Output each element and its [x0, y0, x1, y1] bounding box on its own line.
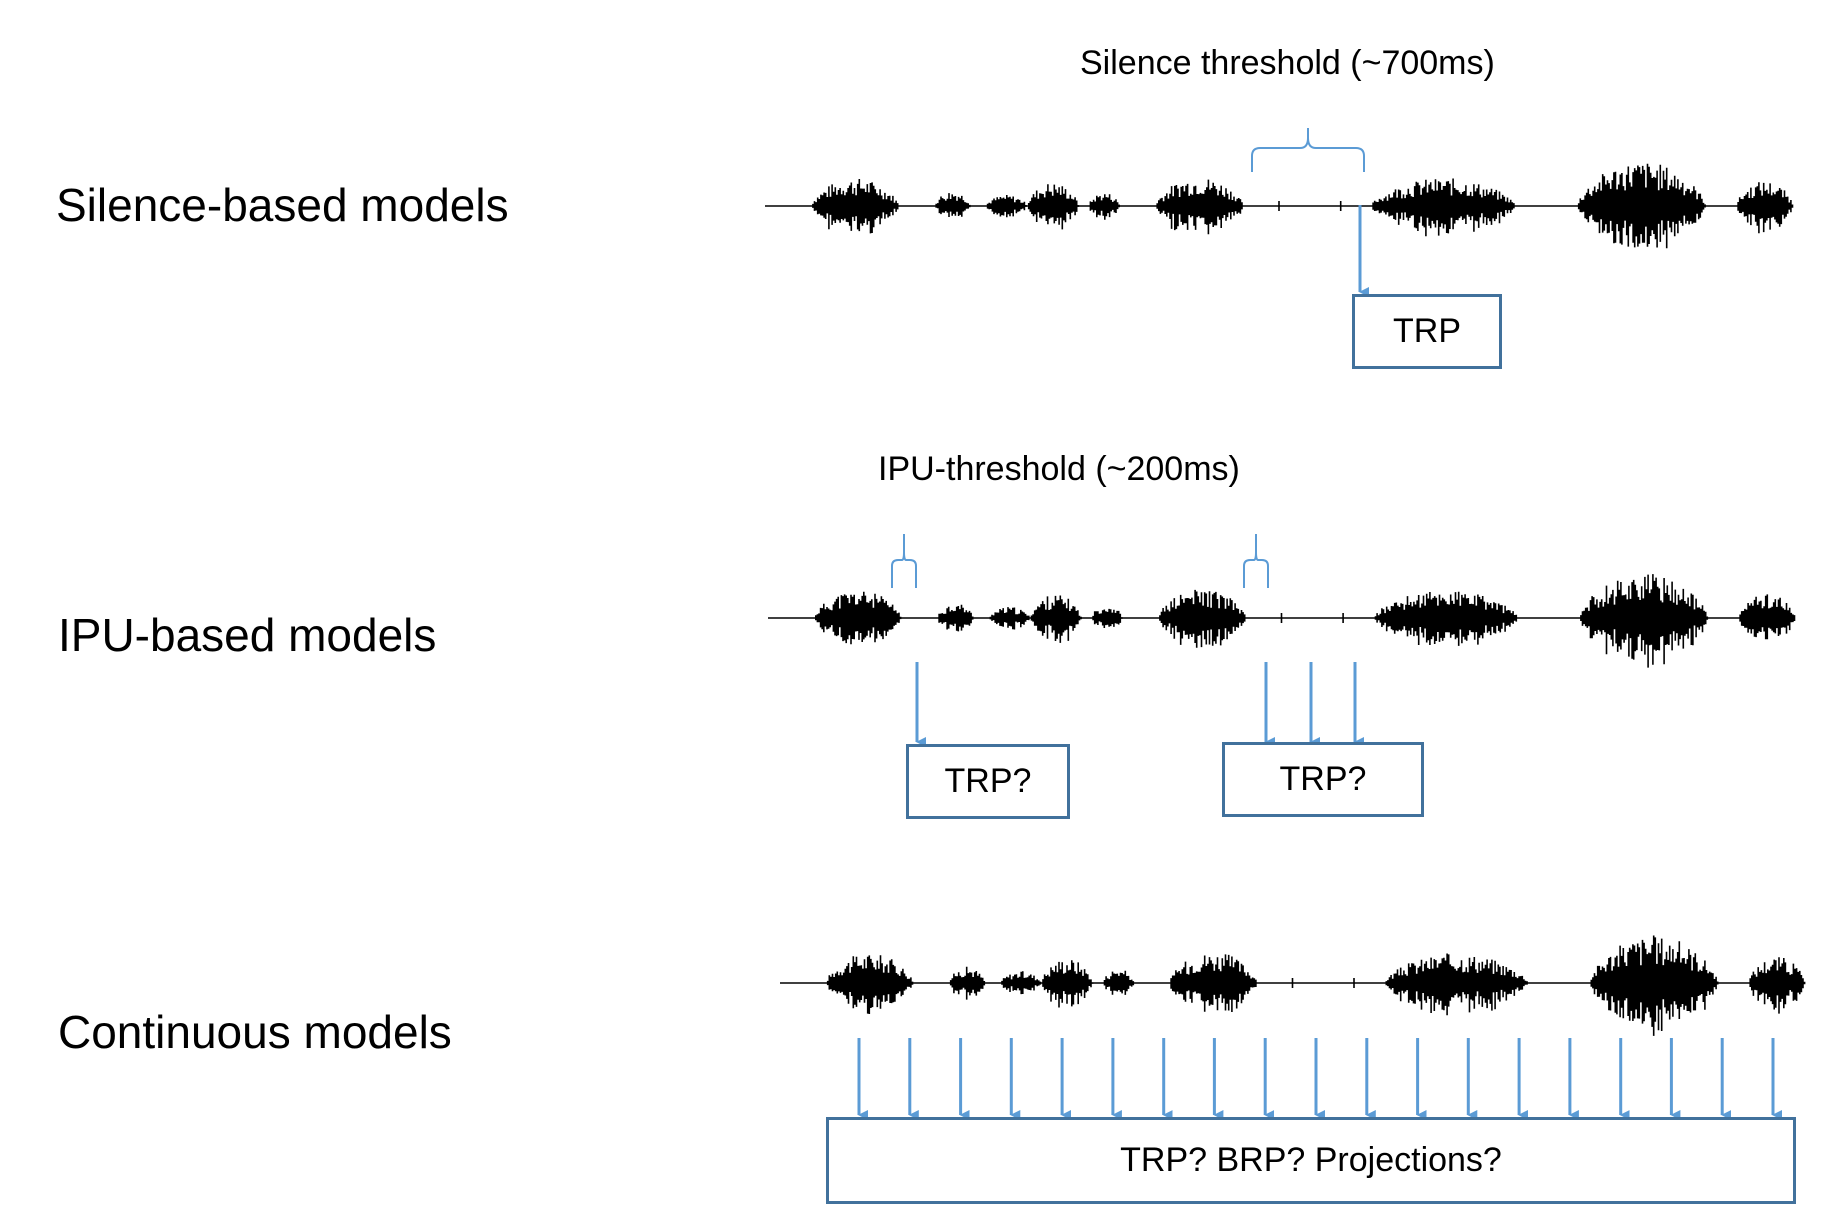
waveform-continuous-row	[780, 935, 1806, 1036]
row-title-silence: Silence-based models	[56, 179, 509, 231]
ipu-threshold-brace-1	[891, 534, 917, 588]
continuous-arrows	[857, 1038, 1782, 1120]
trp-box-ipu-2-label: TRP?	[1279, 760, 1367, 798]
trp-box-ipu-2: TRP?	[1222, 742, 1424, 817]
trp-box-silence-label: TRP	[1393, 312, 1461, 350]
silence-threshold-label: Silence threshold (~700ms)	[1080, 44, 1495, 82]
row-title-continuous: Continuous models	[58, 1006, 452, 1058]
trp-box-ipu-1: TRP?	[906, 744, 1070, 819]
trp-box-ipu-1-label: TRP?	[944, 762, 1032, 800]
waveform-signal	[826, 935, 1806, 1036]
silence-threshold-brace	[1251, 128, 1365, 172]
ipu-threshold-label: IPU-threshold (~200ms)	[878, 450, 1240, 488]
waveform-silence-row	[765, 163, 1794, 249]
ipu-threshold-brace-2	[1243, 534, 1269, 588]
waveform-signal	[815, 574, 1796, 668]
continuous-output-label: TRP? BRP? Projections?	[1120, 1141, 1502, 1179]
row-title-ipu: IPU-based models	[58, 609, 437, 661]
waveform-ipu-row	[768, 574, 1796, 668]
trp-box-silence: TRP	[1352, 294, 1502, 369]
continuous-output-box: TRP? BRP? Projections?	[826, 1117, 1796, 1204]
waveform-signal	[812, 163, 1794, 249]
